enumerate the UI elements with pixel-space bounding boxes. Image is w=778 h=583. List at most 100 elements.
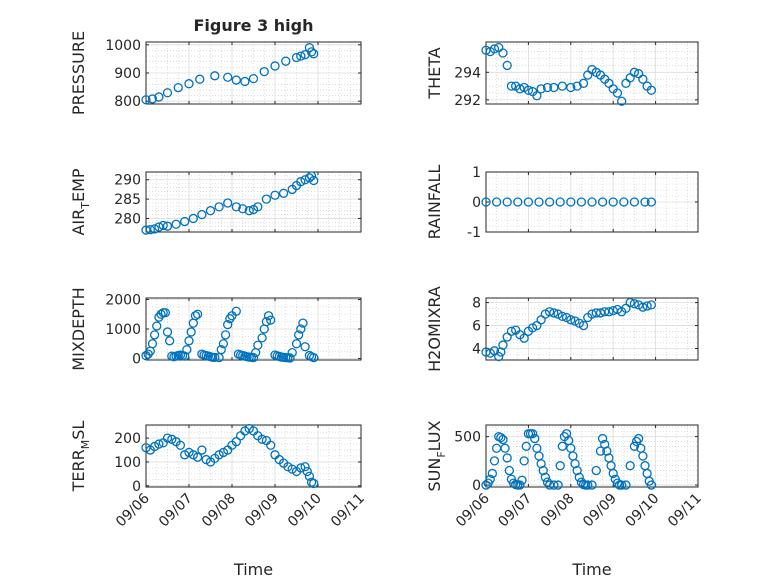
data-point [489, 44, 500, 54]
data-point [266, 315, 276, 325]
data-point [205, 206, 216, 216]
data-point [162, 88, 173, 98]
data-point [597, 433, 608, 444]
data-point [162, 327, 173, 337]
series-markers [141, 423, 319, 489]
data-point [549, 82, 559, 93]
panel-rainfall: -1 0 1 RAINFALL [425, 165, 699, 241]
series-markers [141, 171, 319, 235]
y-axis-label: TERRMSL [69, 421, 92, 493]
y-tick-label: 1 [472, 165, 481, 181]
data-point [248, 73, 259, 84]
grid [146, 171, 361, 232]
data-point [617, 480, 627, 490]
y-tick-label: 100 [114, 455, 141, 471]
series-markers [481, 297, 657, 362]
data-point [141, 225, 151, 235]
data-point [591, 465, 601, 476]
data-point [184, 336, 194, 346]
data-point [156, 309, 166, 319]
data-point [587, 197, 597, 207]
panel-h2omixra: 4 6 8 H2OMIXRA [425, 286, 699, 372]
data-point [263, 311, 274, 321]
data-point [266, 440, 276, 450]
data-point [173, 83, 183, 93]
grid [146, 42, 361, 104]
data-point [491, 197, 502, 207]
data-point [595, 446, 606, 456]
data-point [302, 466, 312, 477]
data-point [223, 319, 233, 330]
data-point [532, 91, 542, 101]
data-point [642, 301, 652, 311]
data-point [197, 209, 207, 220]
axes-frame [485, 297, 699, 361]
data-point [604, 307, 614, 317]
data-point [304, 471, 315, 481]
data-point [536, 84, 546, 94]
data-point [143, 349, 153, 359]
data-point [210, 352, 220, 362]
x-tick-label: 09/06 [113, 490, 153, 530]
data-point [500, 443, 510, 453]
x-tick-label: 09/11 [328, 491, 368, 531]
x-tick-label: 09/08 [538, 491, 578, 531]
series-markers [141, 306, 319, 363]
data-point [293, 330, 304, 340]
data-point [220, 330, 231, 340]
data-point [646, 85, 657, 95]
data-point [270, 190, 280, 200]
data-point [496, 432, 506, 443]
data-point [154, 439, 164, 449]
data-point [502, 60, 512, 71]
data-point [291, 52, 302, 63]
data-point [158, 220, 168, 231]
x-tick-label: 09/09 [242, 491, 282, 531]
x-axis-label: Time [571, 560, 611, 579]
x-tick-label: 09/09 [580, 491, 620, 531]
data-point [600, 439, 610, 450]
data-point [566, 197, 576, 207]
data-point [566, 315, 576, 325]
data-point [519, 333, 529, 343]
data-point [517, 475, 527, 485]
data-point [629, 299, 640, 309]
data-point [608, 468, 618, 479]
data-point [487, 468, 498, 479]
data-point [561, 429, 572, 439]
y-axis-label: MIXDEPTH [69, 287, 88, 370]
data-point [214, 202, 224, 212]
data-point [259, 66, 269, 77]
y-tick-label: 500 [454, 430, 481, 446]
data-point [309, 352, 319, 363]
data-point [180, 216, 190, 227]
x-tick-label: 09/08 [199, 491, 239, 531]
data-point [619, 197, 629, 207]
data-point [300, 462, 310, 472]
data-point [481, 45, 491, 55]
data-point [192, 309, 203, 319]
data-point [612, 478, 623, 488]
data-point [197, 445, 207, 455]
data-point [506, 81, 517, 91]
data-point [309, 175, 319, 186]
data-point [485, 474, 495, 484]
data-point [527, 429, 538, 439]
y-tick-label: 0 [132, 352, 141, 368]
data-point [608, 197, 618, 207]
data-point [298, 318, 308, 328]
data-point [498, 48, 508, 58]
y-axis-label: H2OMIXRA [425, 286, 444, 372]
data-point [553, 480, 563, 490]
data-point [281, 56, 291, 66]
data-point [216, 345, 226, 355]
data-point [489, 456, 500, 466]
data-point [523, 197, 534, 207]
data-point [542, 82, 553, 93]
data-point [223, 198, 233, 208]
data-point [638, 74, 648, 84]
data-point [631, 436, 642, 447]
y-tick-label: 200 [114, 431, 141, 447]
data-point [513, 197, 523, 207]
series-markers [481, 197, 657, 207]
